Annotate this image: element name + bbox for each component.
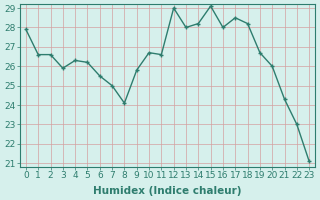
- X-axis label: Humidex (Indice chaleur): Humidex (Indice chaleur): [93, 186, 242, 196]
